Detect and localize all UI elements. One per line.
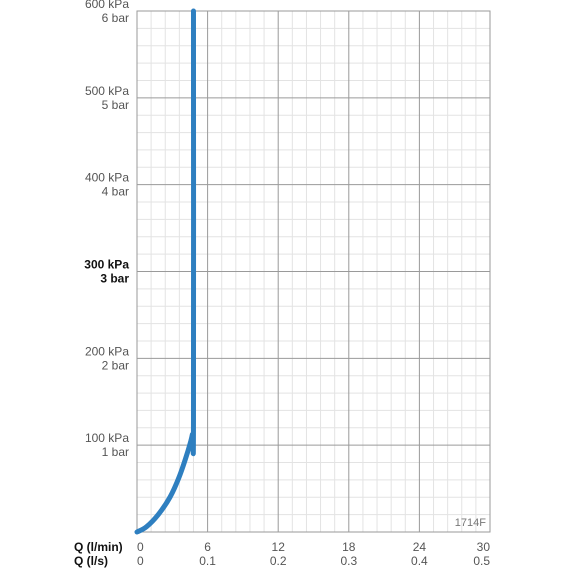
- x-tick-label-lpm: 18: [342, 540, 356, 554]
- x-tick-label-lpm: 24: [413, 540, 427, 554]
- x-axis-label-lps: Q (l/s): [74, 554, 108, 568]
- y-tick-label-bar: 1 bar: [102, 445, 129, 459]
- plot-frame: [136, 10, 491, 533]
- y-tick-label-bar: 5 bar: [102, 98, 129, 112]
- x-axis-label-lpm: Q (l/min): [74, 540, 123, 554]
- x-tick-label-lpm: 30: [477, 540, 491, 554]
- y-tick-label-kpa: 600 kPa: [85, 0, 129, 11]
- y-tick-label-bar: 4 bar: [102, 185, 129, 199]
- x-tick-label-lpm: 6: [204, 540, 211, 554]
- x-tick-label-lpm: 0: [137, 540, 144, 554]
- series-layer: [134, 8, 197, 535]
- x-tick-label-lps: 0.2: [270, 554, 287, 568]
- x-tick-label-lpm: 12: [272, 540, 286, 554]
- x-tick-label-lps: 0.3: [340, 554, 357, 568]
- y-tick-label-kpa: 500 kPa: [85, 84, 129, 98]
- x-tick-label-lps: 0.5: [473, 554, 490, 568]
- x-tick-label-lps: 0.4: [411, 554, 428, 568]
- y-tick-label-bar: 2 bar: [102, 358, 129, 372]
- y-tick-label-kpa: 100 kPa: [85, 431, 129, 445]
- y-tick-label-kpa: 400 kPa: [85, 171, 129, 185]
- chart-code-label: 1714F: [455, 517, 486, 529]
- y-tick-label-kpa: 300 kPa: [84, 258, 129, 272]
- flow-curve: [134, 8, 197, 535]
- y-tick-label-bar: 6 bar: [102, 11, 129, 25]
- y-tick-label-bar: 3 bar: [100, 272, 129, 286]
- y-tick-label-kpa: 200 kPa: [85, 344, 129, 358]
- x-tick-label-lps: 0.1: [199, 554, 216, 568]
- x-tick-label-lps: 0: [137, 554, 144, 568]
- x-tick-labels: 00 60.1 120.2 180.3 240.4 300.5: [137, 540, 490, 568]
